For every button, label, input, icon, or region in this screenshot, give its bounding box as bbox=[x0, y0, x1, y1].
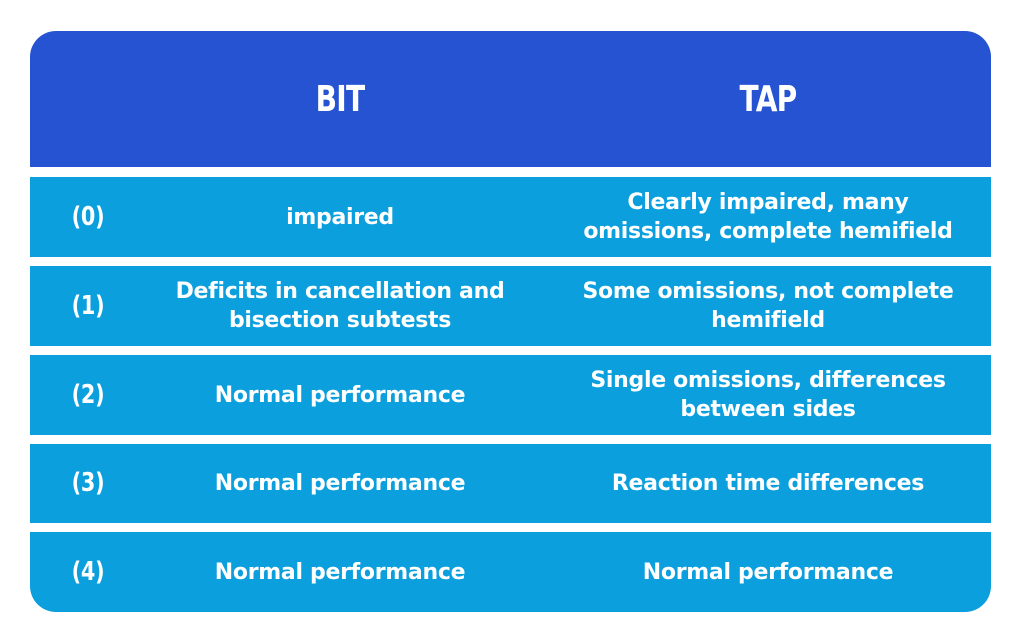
bit-cell: Deficits in cancellation and bisection s… bbox=[175, 279, 505, 333]
row-index: (4) bbox=[71, 556, 105, 587]
bit-cell: Normal performance bbox=[214, 382, 466, 408]
tap-cell: Some omissions, not complete hemifield bbox=[582, 279, 954, 333]
tap-cell: Single omissions, differences between si… bbox=[590, 368, 946, 422]
tap-cell: Reaction time differences bbox=[611, 471, 925, 496]
row-index: (3) bbox=[71, 468, 105, 498]
comparison-table: BIT TAP (0) impaired Clearly impaired, m… bbox=[30, 31, 991, 612]
bit-cell: Normal performance bbox=[214, 559, 466, 585]
table-row: (1) Deficits in cancellation and bisecti… bbox=[30, 266, 991, 346]
bit-cell: impaired bbox=[286, 204, 394, 230]
row-index: (1) bbox=[71, 290, 105, 321]
bit-cell: Normal performance bbox=[214, 471, 466, 496]
table-header: BIT TAP bbox=[30, 31, 991, 167]
header-tap: TAP bbox=[739, 78, 798, 120]
header-bit: BIT bbox=[315, 78, 365, 120]
table-row: (4) Normal performance Normal performanc… bbox=[30, 532, 991, 612]
table-row: (0) impaired Clearly impaired, many omis… bbox=[30, 177, 991, 257]
tap-cell: Clearly impaired, many omissions, comple… bbox=[583, 190, 953, 244]
table-row: (2) Normal performance Single omissions,… bbox=[30, 355, 991, 435]
row-index: (2) bbox=[71, 379, 105, 410]
table-row: (3) Normal performance Reaction time dif… bbox=[30, 444, 991, 523]
row-index: (0) bbox=[71, 201, 105, 232]
tap-cell: Normal performance bbox=[642, 559, 894, 585]
